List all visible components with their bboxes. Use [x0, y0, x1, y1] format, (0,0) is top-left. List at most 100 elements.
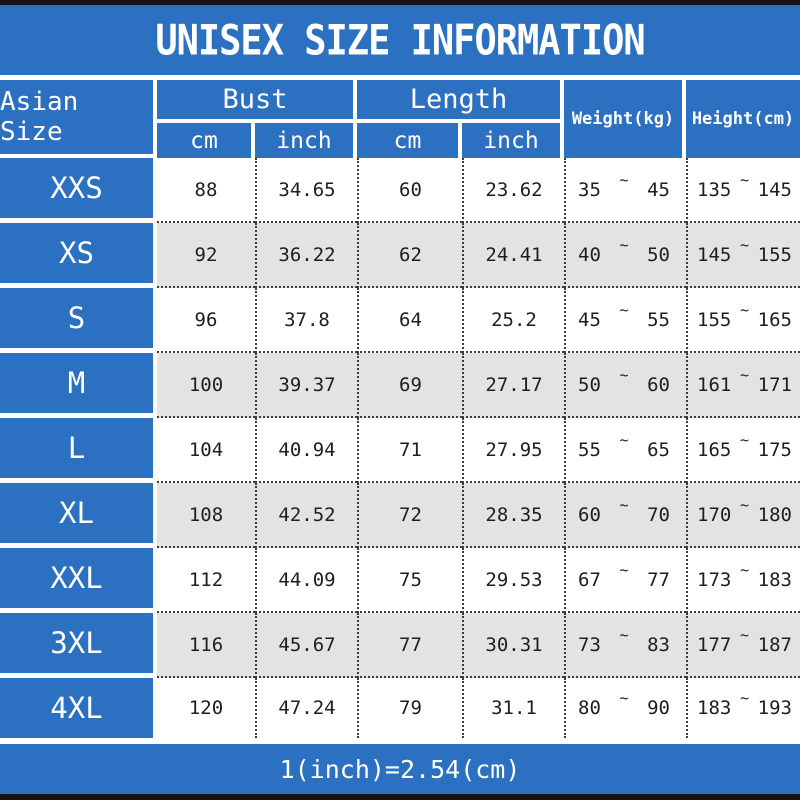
- bust-cm-value: 108: [157, 483, 255, 548]
- length-inch-value: 27.17: [462, 353, 564, 418]
- table-header: Asian Size Bust Length cm inch cm inch W…: [0, 80, 800, 158]
- weight-range: 55 ~ 65: [564, 418, 686, 483]
- height-min-value: 173: [697, 568, 732, 591]
- bust-cm-value: 92: [157, 223, 255, 288]
- header-bust-cm: cm: [157, 123, 255, 158]
- weight-max-value: 55: [647, 308, 670, 331]
- range-tilde: ~: [619, 560, 629, 579]
- height-min-value: 183: [697, 697, 732, 719]
- weight-min-value: 50: [578, 373, 601, 396]
- bust-inch-value: 36.22: [255, 223, 357, 288]
- height-range: 183 ~ 193: [686, 678, 800, 738]
- height-max-value: 183: [757, 568, 792, 591]
- weight-min-value: 73: [578, 633, 601, 656]
- size-table-body: XXS 88 34.65 60 23.62 35 ~ 45 135 ~ 145 …: [0, 158, 800, 738]
- header-length-cm: cm: [357, 123, 462, 158]
- range-tilde: ~: [619, 495, 629, 514]
- bust-cm-value: 120: [157, 678, 255, 738]
- top-black-bar: [0, 0, 800, 5]
- weight-range: 67 ~ 77: [564, 548, 686, 613]
- length-inch-value: 29.53: [462, 548, 564, 613]
- conversion-note: 1(inch)=2.54(cm): [279, 754, 521, 784]
- height-max-value: 175: [757, 438, 792, 461]
- footer-divider: [0, 738, 800, 744]
- weight-range: 73 ~ 83: [564, 613, 686, 678]
- length-cm-value: 60: [357, 158, 462, 223]
- height-min-value: 135: [697, 178, 732, 201]
- height-min-value: 170: [697, 503, 732, 526]
- height-max-value: 193: [757, 697, 792, 719]
- bust-inch-value: 45.67: [255, 613, 357, 678]
- height-max-value: 187: [757, 633, 792, 656]
- weight-range: 45 ~ 55: [564, 288, 686, 353]
- header-length-group: Length: [357, 80, 564, 123]
- size-label: S: [0, 288, 157, 353]
- header-weight: Weight(kg): [564, 80, 686, 158]
- range-tilde: ~: [619, 300, 629, 319]
- range-tilde: ~: [739, 300, 750, 319]
- height-max-value: 155: [757, 243, 792, 266]
- bust-inch-value: 40.94: [255, 418, 357, 483]
- bust-inch-value: 44.09: [255, 548, 357, 613]
- bust-cm-value: 112: [157, 548, 255, 613]
- weight-range: 35 ~ 45: [564, 158, 686, 223]
- bust-cm-value: 96: [157, 288, 255, 353]
- header-bust-inch: inch: [255, 123, 357, 158]
- weight-min-value: 55: [578, 438, 601, 461]
- weight-max-value: 45: [647, 178, 670, 201]
- weight-min-value: 80: [578, 697, 601, 719]
- weight-min-value: 40: [578, 243, 601, 266]
- bust-inch-value: 42.52: [255, 483, 357, 548]
- range-tilde: ~: [619, 235, 629, 254]
- bust-inch-value: 34.65: [255, 158, 357, 223]
- height-range: 135 ~ 145: [686, 158, 800, 223]
- range-tilde: ~: [739, 625, 750, 644]
- footer-band: 1(inch)=2.54(cm): [0, 744, 800, 794]
- header-length-inch: inch: [462, 123, 564, 158]
- range-tilde: ~: [619, 365, 629, 384]
- length-cm-value: 71: [357, 418, 462, 483]
- bust-inch-value: 39.37: [255, 353, 357, 418]
- range-tilde: ~: [739, 365, 750, 384]
- bust-inch-value: 37.8: [255, 288, 357, 353]
- size-label: XXS: [0, 158, 157, 223]
- range-tilde: ~: [739, 170, 750, 189]
- bust-cm-value: 88: [157, 158, 255, 223]
- weight-range: 50 ~ 60: [564, 353, 686, 418]
- weight-max-value: 60: [647, 373, 670, 396]
- height-max-value: 165: [757, 308, 792, 331]
- size-label: 3XL: [0, 613, 157, 678]
- header-height: Height(cm): [686, 80, 800, 158]
- weight-range: 80 ~ 90: [564, 678, 686, 738]
- weight-range: 40 ~ 50: [564, 223, 686, 288]
- length-cm-value: 62: [357, 223, 462, 288]
- height-min-value: 155: [697, 308, 732, 331]
- length-cm-value: 72: [357, 483, 462, 548]
- header-asian-size: Asian Size: [0, 80, 157, 158]
- height-range: 155 ~ 165: [686, 288, 800, 353]
- height-range: 173 ~ 183: [686, 548, 800, 613]
- banner-divider: [0, 75, 800, 80]
- height-range: 161 ~ 171: [686, 353, 800, 418]
- length-cm-value: 77: [357, 613, 462, 678]
- height-max-value: 180: [757, 503, 792, 526]
- weight-min-value: 45: [578, 308, 601, 331]
- header-bust-group: Bust: [157, 80, 357, 123]
- bottom-black-bar: [0, 794, 800, 800]
- weight-min-value: 60: [578, 503, 601, 526]
- range-tilde: ~: [739, 430, 750, 449]
- length-inch-value: 27.95: [462, 418, 564, 483]
- weight-max-value: 77: [647, 568, 670, 591]
- range-tilde: ~: [739, 689, 750, 707]
- height-range: 145 ~ 155: [686, 223, 800, 288]
- length-inch-value: 23.62: [462, 158, 564, 223]
- size-label: M: [0, 353, 157, 418]
- length-inch-value: 31.1: [462, 678, 564, 738]
- range-tilde: ~: [739, 495, 750, 514]
- weight-max-value: 83: [647, 633, 670, 656]
- length-inch-value: 24.41: [462, 223, 564, 288]
- length-cm-value: 69: [357, 353, 462, 418]
- height-range: 165 ~ 175: [686, 418, 800, 483]
- height-min-value: 165: [697, 438, 732, 461]
